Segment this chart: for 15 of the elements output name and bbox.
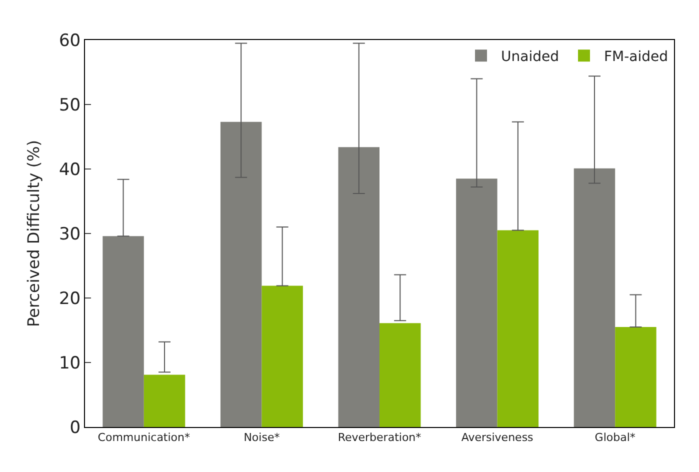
x-tick-label: Aversiveness: [461, 431, 534, 444]
x-tick-label: Noise*: [244, 431, 280, 444]
y-tick-label: 40: [58, 160, 81, 180]
y-tick-label: 60: [58, 30, 81, 51]
y-axis-title: Perceived Difficulty (%): [24, 140, 43, 327]
y-tick-label: 50: [58, 95, 81, 116]
y-tick-label: 0: [70, 418, 81, 438]
x-tick-label: Global*: [594, 431, 636, 444]
y-tick-label: 30: [58, 224, 81, 244]
y-tick-label: 10: [58, 353, 81, 374]
x-tick-label: Communication*: [98, 431, 190, 444]
x-tick-label: Reverberation*: [338, 431, 422, 444]
y-tick-label: 20: [58, 288, 81, 309]
legend-label: FM-aided: [604, 49, 668, 66]
legend-label: Unaided: [501, 49, 559, 66]
